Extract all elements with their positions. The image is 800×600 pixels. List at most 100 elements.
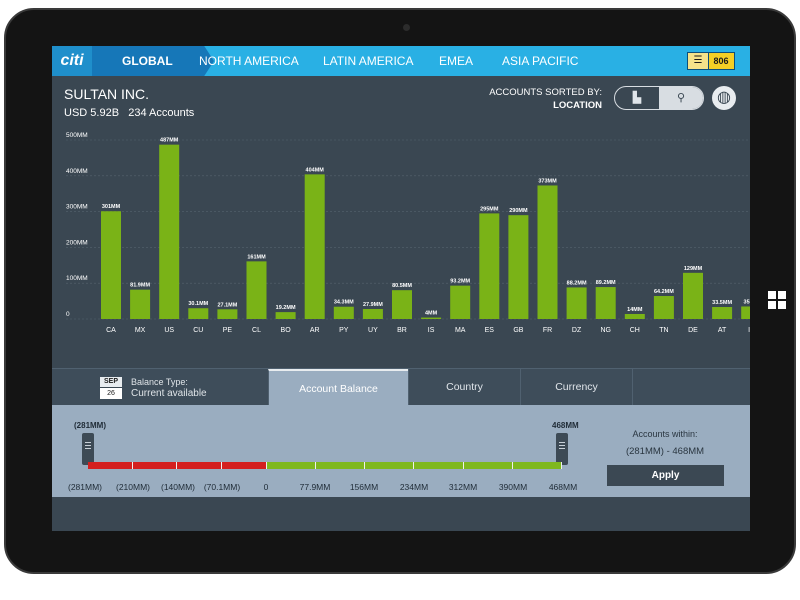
notification-count: 806	[713, 56, 729, 66]
tab-global[interactable]: GLOBAL	[92, 46, 214, 76]
tab-north-america[interactable]: NORTH AMERICA	[199, 54, 299, 68]
x-tick-label: AR	[310, 327, 320, 334]
sorted-by: ACCOUNTS SORTED BY: LOCATION	[489, 86, 602, 112]
location-pin-icon[interactable]: ⚲	[659, 87, 703, 109]
bar-value-label: 81.9MM	[130, 283, 150, 289]
app-screen: citi GLOBAL NORTH AMERICA LATIN AMERICA …	[52, 46, 750, 531]
bar-value-label: 14MM	[627, 307, 643, 313]
y-tick-label: 300MM	[66, 204, 88, 211]
tab-latin-america[interactable]: LATIN AMERICA	[323, 54, 414, 68]
range-min-label: (281MM)	[74, 421, 107, 430]
x-tick-label: PE	[223, 327, 233, 334]
range-tick: 390MM	[498, 482, 528, 492]
range-filter-panel: (281MM) 468MM (281MM) (210MM) (140MM) (7…	[52, 405, 750, 497]
list-icon: ☰	[688, 53, 709, 69]
bar	[712, 307, 733, 319]
x-tick-label: CH	[630, 327, 640, 334]
globe-icon[interactable]: ◍	[712, 86, 736, 110]
bar-value-label: 161MM	[247, 254, 266, 260]
bar	[101, 211, 121, 319]
range-track[interactable]	[88, 462, 562, 469]
bar-value-label: 27.1MM	[217, 302, 237, 308]
company-name: SULTAN INC.	[64, 86, 150, 102]
sorted-by-value: LOCATION	[553, 100, 602, 111]
calendar-day: 26	[107, 390, 115, 397]
sort-toggle[interactable]: ▙ ⚲	[614, 86, 704, 110]
tab-emea[interactable]: EMEA	[439, 54, 474, 68]
bar-value-label: 295MM	[480, 206, 499, 212]
range-tick: 156MM	[349, 482, 379, 492]
citi-logo: citi	[52, 46, 92, 76]
range-tick: 468MM	[548, 482, 578, 492]
tab-country[interactable]: Country	[408, 369, 520, 405]
bar	[741, 306, 750, 319]
x-tick-label: BR	[397, 327, 407, 334]
range-tick: 77.9MM	[299, 482, 331, 492]
bar	[333, 306, 354, 319]
x-tick-label: IT	[748, 327, 750, 334]
calendar-icon[interactable]: SEP 26	[100, 377, 122, 399]
bar-chart-icon[interactable]: ▙	[632, 92, 642, 104]
tab-currency[interactable]: Currency	[520, 369, 632, 405]
range-max-label: 468MM	[552, 421, 579, 430]
accounts-within-label: Accounts within:	[632, 429, 698, 439]
bar-value-label: 4MM	[425, 311, 438, 317]
x-tick-label: CU	[193, 327, 203, 334]
bar	[479, 213, 500, 319]
bar-value-label: 33.5MM	[712, 300, 732, 306]
bar	[275, 312, 296, 319]
x-tick-label: AT	[718, 327, 727, 334]
sorted-by-label: ACCOUNTS SORTED BY:	[489, 87, 602, 98]
y-tick-label: 0	[66, 311, 70, 318]
bar	[246, 261, 267, 319]
bar	[392, 290, 412, 319]
bar	[653, 296, 674, 319]
range-tick: 312MM	[448, 482, 478, 492]
calendar-month: SEP	[100, 377, 122, 388]
x-tick-label: DE	[688, 327, 698, 334]
bar	[188, 308, 209, 319]
x-tick-label: DZ	[572, 327, 582, 334]
range-tick: 234MM	[399, 482, 429, 492]
x-tick-label: PY	[339, 327, 349, 334]
tab-asia-pacific[interactable]: ASIA PACIFIC	[502, 54, 579, 68]
tab-empty	[632, 369, 750, 405]
x-tick-label: CA	[106, 327, 116, 334]
camera-icon	[403, 24, 410, 31]
range-tick: (210MM)	[115, 482, 151, 492]
x-tick-label: MX	[135, 327, 146, 334]
accounts-within-range: (281MM) - 468MM	[625, 446, 705, 457]
x-tick-label: GB	[513, 327, 523, 334]
range-min-handle[interactable]	[82, 433, 94, 465]
bar	[537, 185, 558, 319]
balance-bar-chart: 0 100MM 200MM 300MM 400MM 500MM 301MM CA 81.9MM M…	[66, 132, 750, 334]
x-tick-label: US	[164, 327, 174, 334]
bar	[362, 309, 383, 319]
notifications-button[interactable]: ☰ 806	[687, 52, 735, 70]
range-tick: (70.1MM)	[203, 482, 241, 492]
x-tick-label: IS	[428, 327, 435, 334]
bar-value-label: 93.2MM	[450, 279, 470, 285]
bar	[304, 174, 325, 319]
bar-value-label: 19.2MM	[276, 305, 296, 311]
bar	[508, 215, 529, 319]
x-tick-label: FR	[543, 327, 552, 334]
bar-value-label: 404MM	[306, 167, 325, 173]
bar	[450, 285, 471, 319]
bar-value-label: 64.2MM	[654, 289, 674, 295]
bar-value-label: 80.5MM	[392, 283, 412, 289]
x-tick-label: TN	[659, 327, 668, 334]
apply-button[interactable]: Apply	[607, 465, 724, 486]
y-tick-label: 400MM	[66, 168, 88, 175]
bar-value-label: 89.2MM	[596, 280, 616, 286]
tab-account-balance[interactable]: Account Balance	[268, 369, 408, 405]
bar	[595, 287, 616, 319]
bar	[683, 272, 703, 319]
windows-icon[interactable]	[768, 291, 786, 309]
bar-value-label: 27.9MM	[363, 302, 383, 308]
x-tick-label: MA	[455, 327, 466, 334]
balance-type-value[interactable]: Current available	[131, 388, 207, 399]
account-count: 234 Accounts	[128, 107, 195, 119]
range-max-handle[interactable]	[556, 433, 568, 465]
bar-value-label: 290MM	[509, 208, 528, 214]
